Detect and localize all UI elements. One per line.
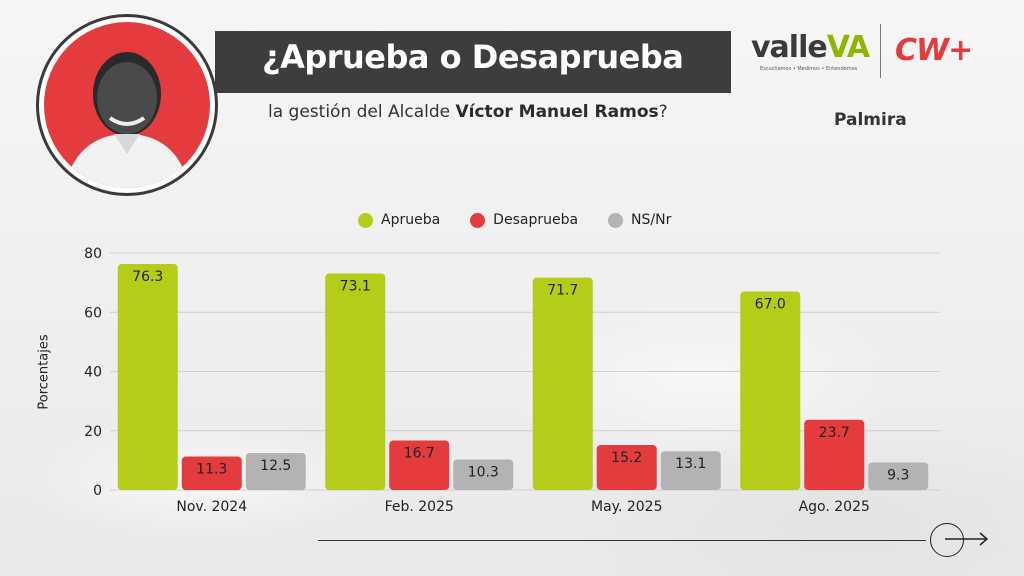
- data-label: 11.3: [196, 462, 227, 478]
- logo-valle-text: valle: [751, 30, 828, 65]
- bar-nsnr: [453, 459, 514, 490]
- data-label: 12.5: [260, 458, 291, 474]
- bar-aprueba: [325, 273, 386, 490]
- y-tick-label: 80: [84, 246, 102, 262]
- y-tick-label: 0: [93, 483, 102, 499]
- logo-va-text: VA: [826, 30, 870, 65]
- logo-separator: [880, 24, 881, 78]
- page-title: ¿Aprueba o Desaprueba: [262, 38, 684, 76]
- legend-swatch-aprueba: [358, 212, 373, 228]
- legend-label-nsnr: NS/Nr: [631, 212, 672, 228]
- data-label: 71.7: [547, 283, 578, 299]
- legend-item-nsnr: NS/Nr: [608, 212, 671, 228]
- next-arrow-button[interactable]: [930, 523, 989, 557]
- data-label: 23.7: [819, 425, 850, 441]
- data-label: 76.3: [132, 269, 163, 285]
- data-label: 13.1: [675, 456, 706, 472]
- subtitle-prefix: la gestión del Alcalde: [268, 102, 456, 122]
- subtitle-name: Víctor Manuel Ramos: [455, 102, 659, 122]
- bar-desaprueba: [181, 456, 242, 490]
- x-tick-label: Nov. 2024: [176, 499, 247, 515]
- page-subtitle: la gestión del Alcalde Víctor Manuel Ram…: [268, 102, 668, 122]
- legend-label-desaprueba: Desaprueba: [493, 212, 579, 228]
- data-label: 15.2: [611, 450, 642, 466]
- cw-plus-logo: CW+: [895, 33, 973, 68]
- data-label: 16.7: [404, 446, 435, 462]
- bar-aprueba: [740, 291, 801, 490]
- subtitle-suffix: ?: [658, 102, 668, 122]
- mayor-portrait: [44, 22, 210, 188]
- data-label: 9.3: [887, 467, 909, 483]
- y-tick-label: 40: [84, 365, 102, 381]
- y-tick-label: 60: [84, 305, 102, 321]
- bar-aprueba: [532, 277, 593, 490]
- bar-nsnr: [868, 462, 929, 490]
- legend-swatch-desaprueba: [470, 212, 486, 228]
- city-label: Palmira: [834, 110, 907, 130]
- logo-tagline: Escuchamos • Medimos • Entendemos: [760, 66, 858, 72]
- legend-label-aprueba: Aprueba: [381, 212, 441, 228]
- bottom-divider: [318, 540, 926, 541]
- arrow-right-icon: [945, 532, 989, 546]
- legend-swatch-nsnr: [608, 212, 624, 228]
- bar-nsnr: [660, 451, 721, 490]
- data-label: 73.1: [340, 278, 371, 294]
- data-label: 67.0: [755, 297, 786, 313]
- title-bar: [215, 31, 731, 93]
- legend-item-desaprueba: Desaprueba: [470, 212, 578, 228]
- data-label: 10.3: [468, 464, 499, 480]
- bar-desaprueba: [389, 440, 450, 490]
- bar-desaprueba: [804, 419, 865, 490]
- bar-desaprueba: [596, 444, 657, 490]
- x-tick-label: Ago. 2025: [799, 499, 870, 515]
- y-tick-label: 20: [84, 424, 102, 440]
- bar-aprueba: [117, 263, 178, 490]
- x-tick-label: May. 2025: [591, 499, 662, 515]
- vallevoa-logo: valleVA: [751, 30, 870, 65]
- legend-item-aprueba: Aprueba: [358, 212, 440, 228]
- chart-legend: Aprueba Desaprueba NS/Nr: [358, 212, 671, 228]
- bar-nsnr: [245, 452, 306, 490]
- x-tick-label: Feb. 2025: [385, 499, 454, 515]
